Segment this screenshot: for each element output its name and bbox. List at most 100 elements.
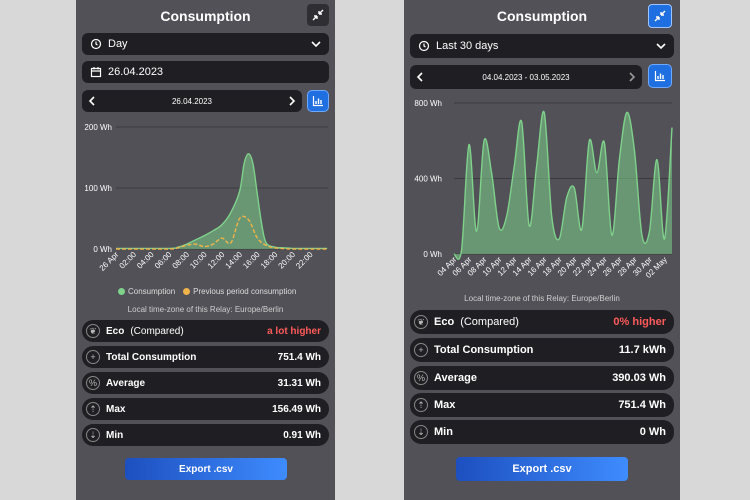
x-tick-label: 02:00	[118, 250, 139, 271]
date-field-value: 26.04.2023	[108, 66, 164, 78]
x-tick-label: 20:00	[277, 250, 298, 271]
stat-label: Eco	[106, 325, 125, 337]
stat-average: % Average 31.31 Wh	[82, 372, 329, 394]
plus-icon: +	[414, 343, 428, 357]
chart-legend: Consumption Previous period consumption	[118, 287, 296, 296]
x-tick-label: 22:00	[294, 250, 315, 271]
period-select[interactable]: Last 30 days	[410, 34, 674, 58]
stat-value: 156.49 Wh	[272, 403, 321, 415]
stat-min: ⇣ Min 0.91 Wh	[82, 424, 329, 446]
stat-value: 751.4 Wh	[277, 351, 321, 363]
stat-label: Average	[106, 377, 146, 389]
minimize-icon	[654, 10, 666, 22]
legend-item-consumption: Consumption	[118, 287, 175, 296]
stat-eco: ❦ Eco (Compared) a lot higher	[82, 320, 329, 342]
stat-value: 390.03 Wh	[612, 372, 666, 384]
period-select[interactable]: Day	[82, 33, 329, 55]
chevron-right-icon[interactable]	[288, 96, 296, 106]
stat-label: Eco	[434, 316, 455, 328]
legend-item-previous: Previous period consumption	[183, 287, 296, 296]
x-tick-label: 10:00	[188, 250, 209, 271]
stat-label: Min	[434, 426, 453, 438]
timezone-note: Local time-zone of this Relay: Europe/Be…	[464, 294, 620, 303]
chart-type-button[interactable]	[648, 64, 672, 88]
page-title: Consumption	[160, 8, 251, 24]
left-panel: Consumption Day 26.04.2023 26.04.2023 0 …	[76, 0, 335, 500]
consumption-area	[116, 153, 328, 249]
period-select-value: Last 30 days	[436, 40, 499, 52]
chevron-down-icon	[311, 41, 321, 48]
stat-value: 0.91 Wh	[283, 429, 321, 441]
stat-sub: (Compared)	[460, 316, 519, 328]
leaf-icon: ❦	[414, 315, 428, 329]
chevron-left-icon[interactable]	[88, 96, 96, 106]
stat-value: 0 Wh	[639, 426, 666, 438]
arrow-down-icon: ⇣	[414, 425, 428, 439]
x-tick-label: 04:00	[135, 250, 156, 271]
stat-label: Max	[106, 403, 126, 415]
y-tick-label: 0 Wh	[423, 250, 442, 259]
date-range: 26.04.2023	[171, 96, 213, 106]
calendar-icon	[90, 67, 102, 78]
stat-value: 751.4 Wh	[618, 399, 666, 411]
date-navigator: 04.04.2023 - 03.05.2023	[410, 65, 642, 89]
stat-value: 31.31 Wh	[277, 377, 321, 389]
minimize-icon	[312, 9, 324, 21]
x-tick-label: 16:00	[241, 250, 262, 271]
stat-total: + Total Consumption 751.4 Wh	[82, 346, 329, 368]
right-panel: Consumption Last 30 days 04.04.2023 - 03…	[404, 0, 680, 500]
x-tick-label: 06:00	[153, 250, 174, 271]
stat-max: ⇡ Max 156.49 Wh	[82, 398, 329, 420]
chevron-right-icon[interactable]	[628, 72, 636, 82]
timezone-note: Local time-zone of this Relay: Europe/Be…	[127, 305, 284, 314]
arrow-up-icon: ⇡	[86, 402, 100, 416]
leaf-icon: ❦	[86, 324, 100, 338]
consumption-line	[453, 110, 673, 260]
date-field[interactable]: 26.04.2023	[82, 61, 329, 83]
x-tick-label: 18:00	[259, 250, 280, 271]
stat-label: Max	[434, 399, 456, 411]
previous-consumption-line	[115, 215, 328, 250]
y-tick-label: 400 Wh	[414, 175, 442, 184]
period-select-value: Day	[108, 38, 128, 50]
date-navigator: 26.04.2023	[82, 90, 302, 112]
y-tick-label: 200 Wh	[84, 123, 112, 132]
minimize-button[interactable]	[648, 4, 672, 28]
percent-icon: %	[414, 371, 428, 385]
percent-icon: %	[86, 376, 100, 390]
stat-total: + Total Consumption 11.7 kWh	[410, 338, 674, 362]
consumption-area	[454, 111, 672, 260]
y-tick-label: 800 Wh	[414, 99, 442, 108]
stat-label: Total Consumption	[434, 344, 534, 356]
consumption-line	[115, 153, 328, 250]
page-title: Consumption	[496, 8, 588, 24]
y-tick-label: 0 Wh	[93, 245, 112, 254]
chevron-left-icon[interactable]	[416, 72, 424, 82]
x-tick-label: 14:00	[224, 250, 245, 271]
x-tick-label: 08:00	[171, 250, 192, 271]
chart-type-button[interactable]	[307, 90, 329, 112]
minimize-button[interactable]	[307, 4, 329, 26]
stat-value: 11.7 kWh	[618, 344, 666, 356]
stat-label: Average	[434, 372, 478, 384]
arrow-up-icon: ⇡	[414, 398, 428, 412]
export-csv-button[interactable]: Export .csv	[456, 457, 628, 481]
history-icon	[418, 40, 430, 52]
arrow-down-icon: ⇣	[86, 428, 100, 442]
history-icon	[90, 38, 102, 50]
stat-eco: ❦ Eco (Compared) 0% higher	[410, 310, 674, 334]
stat-max: ⇡ Max 751.4 Wh	[410, 393, 674, 417]
stat-value: a lot higher	[267, 325, 321, 337]
y-tick-label: 100 Wh	[84, 184, 112, 193]
bar-chart-icon	[654, 71, 665, 82]
stat-min: ⇣ Min 0 Wh	[410, 420, 674, 444]
bar-chart-icon	[312, 96, 323, 107]
x-tick-label: 12:00	[206, 250, 227, 271]
stat-average: % Average 390.03 Wh	[410, 366, 674, 390]
stat-sub: (Compared)	[130, 325, 184, 337]
chevron-down-icon	[656, 43, 666, 50]
date-range: 04.04.2023 - 03.05.2023	[482, 72, 570, 82]
export-csv-button[interactable]: Export .csv	[125, 458, 287, 480]
